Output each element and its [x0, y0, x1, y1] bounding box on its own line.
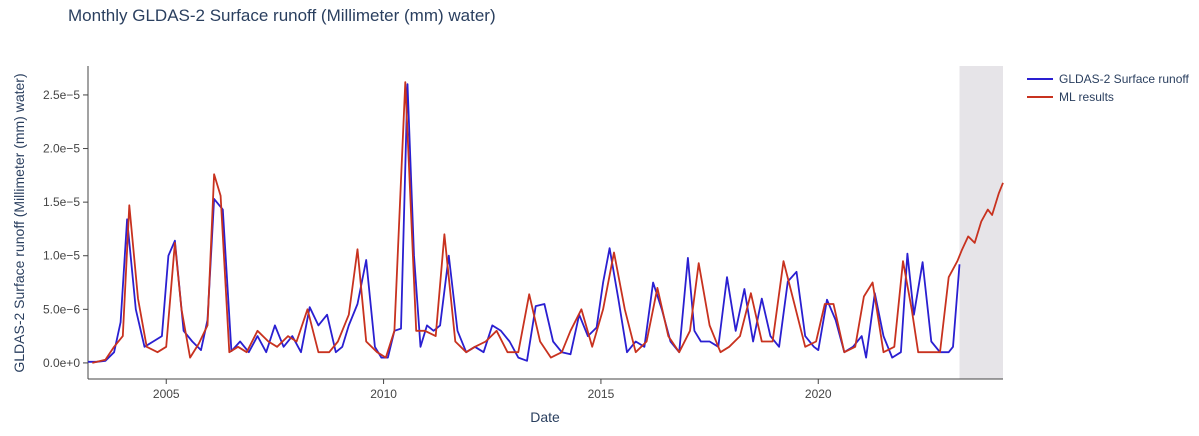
legend-label: ML results: [1059, 90, 1114, 104]
series-line-ml-results: [92, 81, 1004, 364]
x-tick-label: 2015: [588, 387, 615, 401]
legend-label: GLDAS-2 Surface runoff: [1059, 72, 1190, 86]
x-axis-ticks: 2005 2010 2015 2020: [153, 379, 832, 401]
x-axis-title: Date: [530, 409, 560, 425]
series-layer: [88, 81, 1004, 364]
legend[interactable]: GLDAS-2 Surface runoff ML results: [1027, 72, 1190, 104]
y-axis-ticks: 0.0e+0 5.0e−6 1.0e−5 1.5e−5 2.0e−5 2.5e−5: [43, 88, 88, 370]
y-tick-label: 5.0e−6: [43, 302, 80, 316]
x-tick-label: 2020: [805, 387, 832, 401]
x-tick-label: 2005: [153, 387, 180, 401]
y-tick-label: 1.0e−5: [43, 249, 80, 263]
y-tick-label: 0.0e+0: [43, 356, 80, 370]
chart-title: Monthly GLDAS-2 Surface runoff (Millimet…: [68, 6, 496, 25]
y-tick-label: 2.5e−5: [43, 88, 80, 102]
legend-item[interactable]: ML results: [1027, 90, 1114, 104]
legend-item[interactable]: GLDAS-2 Surface runoff: [1027, 72, 1190, 86]
y-axis-title: GLDAS-2 Surface runoff (Millimeter (mm) …: [11, 73, 27, 372]
y-tick-label: 2.0e−5: [43, 142, 80, 156]
x-tick-label: 2010: [370, 387, 397, 401]
y-tick-label: 1.5e−5: [43, 195, 80, 209]
